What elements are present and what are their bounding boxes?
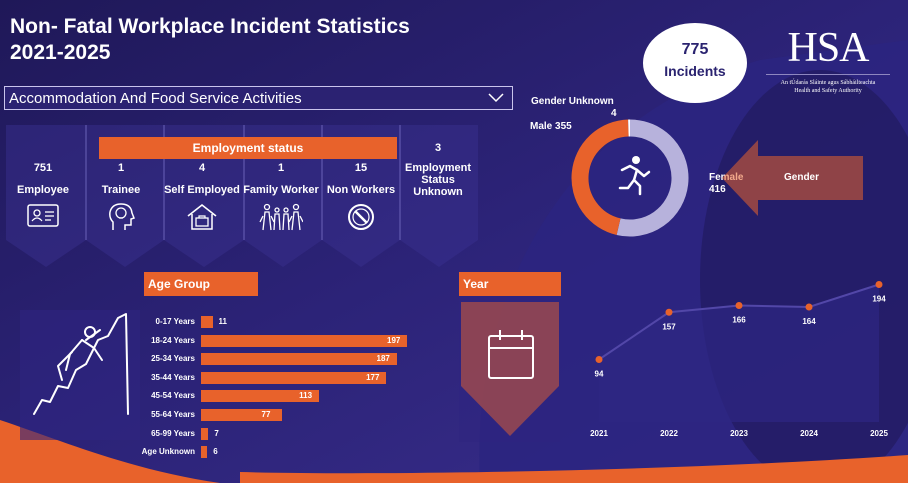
age-bar-value: 6 xyxy=(213,447,218,457)
employment-chevrons xyxy=(6,125,478,267)
gender-female-value: 416 xyxy=(709,184,726,195)
employment-item-employee: 751 Employee xyxy=(4,162,82,228)
employment-item-trainee: 1 Trainee xyxy=(82,162,160,232)
age-category-label: 25-34 Years xyxy=(151,354,195,364)
employment-status-header: Employment status xyxy=(99,137,397,159)
employment-count: 1 xyxy=(277,162,285,174)
calendar-arrow xyxy=(461,302,559,436)
age-bar xyxy=(201,353,397,366)
employment-count: 15 xyxy=(354,162,368,174)
employment-count: 3 xyxy=(434,142,442,154)
age-bar-value: 7 xyxy=(214,428,219,438)
logo-divider xyxy=(766,74,890,75)
year-axis-label: 2022 xyxy=(660,429,678,438)
employment-count: 1 xyxy=(117,162,125,174)
age-category-label: 65-99 Years xyxy=(151,428,195,438)
age-bar-value: 11 xyxy=(218,317,227,326)
chevron-down-icon xyxy=(488,93,504,103)
sector-dropdown-value: Accommodation And Food Service Activitie… xyxy=(9,89,302,107)
incidents-count: 775 xyxy=(681,41,709,58)
gender-arrow xyxy=(722,140,863,216)
year-point-value: 166 xyxy=(732,316,746,325)
employment-label: Family Worker xyxy=(243,184,319,196)
prohibited-icon xyxy=(348,204,374,230)
employment-label: Non Workers xyxy=(326,184,396,196)
gender-male-label: Male 355 xyxy=(530,121,572,132)
age-category-label: 55-64 Years xyxy=(151,410,195,419)
age-bar-value: 77 xyxy=(261,410,271,419)
logo-subtitle-english: Health and Safety Authority xyxy=(794,88,862,94)
year-point-value: 157 xyxy=(662,322,676,331)
running-person-icon xyxy=(618,156,651,196)
year-axis-label: 2024 xyxy=(800,429,818,438)
age-bar xyxy=(201,371,387,384)
employment-item-status-unknown: 3 Employment Status Unknown xyxy=(398,142,478,198)
donut-slice-male xyxy=(571,119,630,235)
age-bar xyxy=(201,409,282,421)
year-header: Year xyxy=(459,272,561,296)
year-point xyxy=(805,303,813,311)
year-point xyxy=(875,281,883,288)
employment-count: 751 xyxy=(33,162,53,174)
age-bar xyxy=(201,446,208,459)
employment-label: Employee xyxy=(17,184,69,196)
age-category-label: 45-54 Years xyxy=(151,391,195,401)
hsa-logo: HSA An tÚdarás Sláinte agus Sábháilteach… xyxy=(758,26,898,95)
employment-count: 4 xyxy=(198,162,206,174)
age-category-label: Age Unknown xyxy=(141,447,195,457)
year-point xyxy=(735,302,743,309)
year-point-value: 164 xyxy=(802,317,816,326)
incidents-badge: 775 Incidents xyxy=(643,23,747,103)
gender-unknown-value: 4 xyxy=(611,108,617,119)
employment-item-self-employed: 4 Self Employed xyxy=(163,162,241,232)
employment-label: Trainee xyxy=(101,184,141,196)
logo-subtitle-irish: An tÚdarás Sláinte agus Sábháilteachta xyxy=(780,80,876,86)
age-category-label: 18-24 Years xyxy=(151,335,195,345)
age-bar-value: 197 xyxy=(387,335,401,345)
climbing-icon xyxy=(33,313,129,415)
year-point-value: 194 xyxy=(872,295,886,304)
age-bar-value: 187 xyxy=(376,354,390,364)
gender-unknown-label: Gender Unknown xyxy=(531,96,614,107)
title-line-2: 2021-2025 xyxy=(10,41,111,64)
year-point xyxy=(595,356,603,363)
age-category-label: 0-17 Years xyxy=(155,317,195,326)
year-axis-label: 2023 xyxy=(730,429,748,438)
year-point xyxy=(665,308,673,316)
employment-label: Self Employed xyxy=(164,184,240,196)
incidents-label: Incidents xyxy=(664,63,726,79)
donut-slice-female xyxy=(616,119,689,237)
age-bar-value: 177 xyxy=(366,372,380,382)
family-icon xyxy=(259,203,303,231)
page-title: Non- Fatal Workplace Incident Statistics… xyxy=(10,14,470,66)
age-group-header: Age Group xyxy=(144,272,258,296)
age-category-label: 35-44 Years xyxy=(151,372,195,382)
house-briefcase-icon xyxy=(187,203,217,230)
age-bar-value: 113 xyxy=(299,391,313,401)
year-point-value: 94 xyxy=(595,370,604,379)
employment-item-family-worker: 1 Family Worker xyxy=(242,162,320,232)
age-bar xyxy=(201,334,407,347)
calendar-icon xyxy=(488,330,534,379)
age-bar xyxy=(201,316,213,328)
gender-arrow-label: Gender xyxy=(784,172,820,183)
age-bar xyxy=(201,427,209,440)
year-area xyxy=(599,284,879,422)
sector-dropdown[interactable]: Accommodation And Food Service Activitie… xyxy=(4,86,513,110)
logo-text: HSA xyxy=(787,25,869,71)
id-badge-icon xyxy=(27,204,59,227)
age-bar xyxy=(201,390,320,403)
head-lightbulb-icon xyxy=(109,203,135,230)
title-line-1: Non- Fatal Workplace Incident Statistics xyxy=(10,15,410,38)
year-axis-label: 2025 xyxy=(870,429,888,438)
employment-label: Employment Status Unknown xyxy=(404,162,471,198)
gender-donut-chart xyxy=(571,119,689,237)
year-axis-label: 2021 xyxy=(590,429,608,438)
employment-item-non-workers: 15 Non Workers xyxy=(322,162,400,232)
